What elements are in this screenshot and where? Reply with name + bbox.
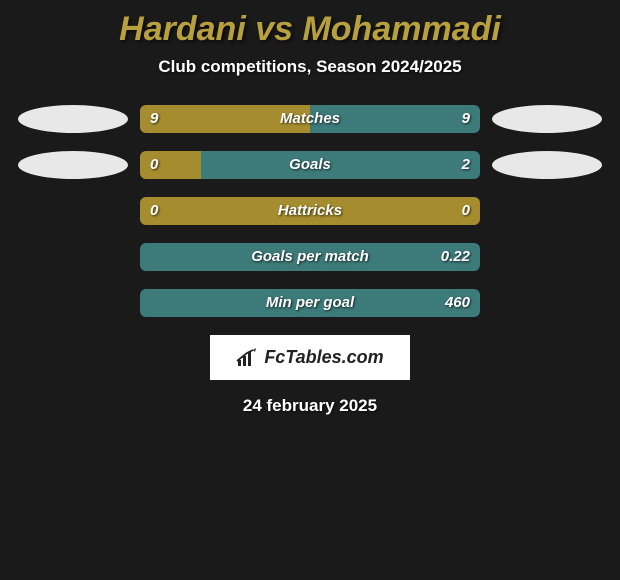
stat-label: Hattricks xyxy=(140,197,480,225)
date: 24 february 2025 xyxy=(0,396,620,416)
subtitle: Club competitions, Season 2024/2025 xyxy=(0,57,620,77)
stat-value-right: 0.22 xyxy=(441,243,470,271)
stat-value-right: 2 xyxy=(462,151,470,179)
stat-bar: Hattricks0 0 xyxy=(140,197,480,225)
logo-spacer xyxy=(18,243,128,271)
stat-label: Matches xyxy=(140,105,480,133)
logo-spacer xyxy=(492,197,602,225)
logo-spacer xyxy=(18,289,128,317)
brand-row: FcTables.com xyxy=(0,335,620,380)
stat-bar: Min per goal460 xyxy=(140,289,480,317)
stat-value-left: 0 xyxy=(150,151,158,179)
page-title: Hardani vs Mohammadi xyxy=(0,10,620,49)
stat-row: Min per goal460 xyxy=(0,289,620,317)
brand-label: FcTables.com xyxy=(264,347,383,368)
chart-icon xyxy=(236,348,258,368)
team-logo-left xyxy=(18,151,128,179)
team-logo-right xyxy=(492,105,602,133)
stat-bar: Matches9 9 xyxy=(140,105,480,133)
stat-label: Min per goal xyxy=(140,289,480,317)
stat-row: Goals0 2 xyxy=(0,151,620,179)
stat-bar: Goals0 2 xyxy=(140,151,480,179)
stat-label: Goals per match xyxy=(140,243,480,271)
logo-spacer xyxy=(492,243,602,271)
logo-spacer xyxy=(492,289,602,317)
stat-bar: Goals per match0.22 xyxy=(140,243,480,271)
stat-value-right: 9 xyxy=(462,105,470,133)
stats-list: Matches99Goals02Hattricks00Goals per mat… xyxy=(0,105,620,317)
team-logo-left xyxy=(18,105,128,133)
stat-value-left: 0 xyxy=(150,197,158,225)
stat-row: Matches9 9 xyxy=(0,105,620,133)
stat-value-right: 460 xyxy=(445,289,470,317)
comparison-card: Hardani vs Mohammadi Club competitions, … xyxy=(0,0,620,416)
team-logo-right xyxy=(492,151,602,179)
stat-row: Goals per match0.22 xyxy=(0,243,620,271)
logo-spacer xyxy=(18,197,128,225)
stat-row: Hattricks0 0 xyxy=(0,197,620,225)
brand-box[interactable]: FcTables.com xyxy=(210,335,409,380)
stat-value-right: 0 xyxy=(462,197,470,225)
stat-value-left: 9 xyxy=(150,105,158,133)
stat-label: Goals xyxy=(140,151,480,179)
